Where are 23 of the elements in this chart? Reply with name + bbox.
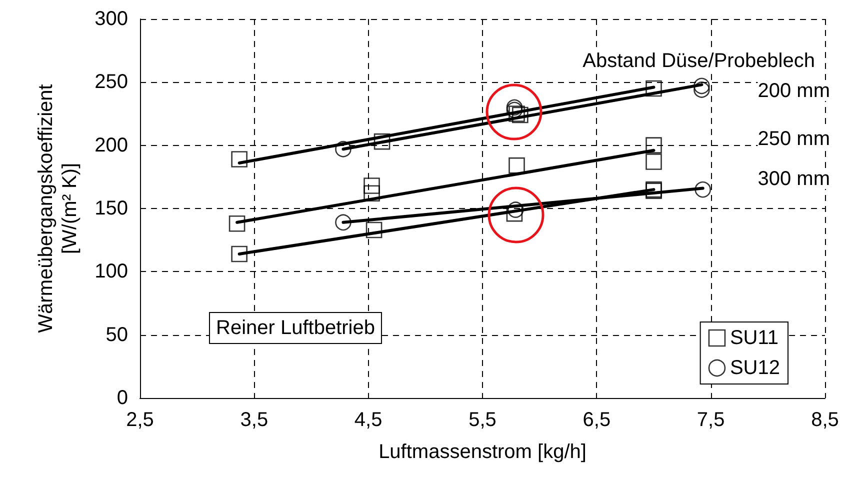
annotation: 300 mm xyxy=(758,168,830,190)
x-tick-label: 7,5 xyxy=(696,409,725,431)
y-axis-title: Wärmeübergangskoeffizient [W/(m² K)] xyxy=(35,84,81,333)
x-tick-label: 8,5 xyxy=(811,409,839,431)
y-tick-label: 300 xyxy=(94,8,128,30)
y-tick-label: 50 xyxy=(106,324,128,346)
y-tick-label: 100 xyxy=(94,260,128,283)
annotation: Abstand Düse/Probeblech xyxy=(582,50,815,72)
annotation: 200 mm xyxy=(758,80,830,102)
x-axis-title: Luftmassenstrom [kg/h] xyxy=(378,441,586,463)
y-tick-label: 200 xyxy=(94,134,128,156)
annotation: 250 mm xyxy=(758,128,830,150)
x-tick-label: 5,5 xyxy=(468,409,496,431)
y-tick-label: 150 xyxy=(94,198,128,220)
x-tick-label: 6,5 xyxy=(582,409,611,431)
x-tick-label: 4,5 xyxy=(354,409,382,431)
y-tick-label: 0 xyxy=(116,387,128,409)
x-tick-label: 2,5 xyxy=(126,409,154,431)
legend-label: SU12 xyxy=(730,357,780,379)
x-tick-label: 3,5 xyxy=(240,409,268,431)
y-tick-label: 250 xyxy=(94,71,128,94)
annotation: Reiner Luftbetrieb xyxy=(216,317,375,339)
legend-label: SU11 xyxy=(730,327,779,349)
